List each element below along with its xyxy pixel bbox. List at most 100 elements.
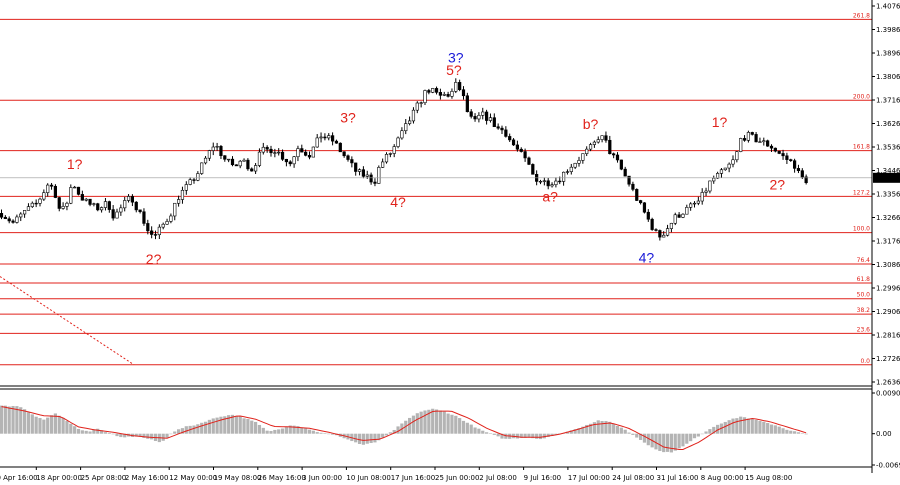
candle-body-3 (11, 220, 15, 223)
macd-histogram-bar-54 (207, 419, 211, 434)
macd-histogram-bar-10 (38, 418, 42, 434)
macd-histogram-bar-56 (215, 417, 219, 434)
macd-histogram-bar-129 (496, 433, 500, 437)
candle-body-87 (334, 140, 339, 144)
candle-body-154 (592, 141, 596, 145)
macd-histogram-bar-209 (804, 433, 808, 435)
price-tick-label-14: 1.2816 (876, 332, 900, 340)
candle-body-91 (350, 159, 354, 164)
fib-level-label-9: 23.6 (857, 326, 871, 333)
candle-body-57 (219, 146, 223, 156)
candle-body-120 (461, 89, 466, 97)
candle-body-17 (65, 202, 69, 207)
price-tick-label-11: 1.3086 (876, 261, 900, 269)
macd-histogram-bar-71 (273, 429, 277, 434)
macd-histogram-bar-59 (227, 415, 231, 434)
time-tick-label-17: 15 Aug 08:00 (745, 474, 792, 482)
macd-histogram-bar-183 (704, 431, 708, 434)
macd-histogram-bar-44 (169, 433, 173, 435)
wave-label-3: 4? (390, 194, 406, 210)
candle-body-73 (280, 151, 285, 160)
macd-histogram-bar-102 (392, 429, 396, 434)
time-tick-label-15: 31 Jul 16:00 (657, 474, 699, 482)
candle-body-16 (61, 206, 65, 209)
time-tick-label-4: 12 May 00:00 (169, 474, 217, 482)
macd-histogram-bar-110 (423, 410, 427, 434)
fibonacci-levels: 261.8 200.0 161.8 127.2 100.0 76.4 61.8 50.0 38.… (0, 12, 872, 366)
candle-body-104 (400, 130, 404, 139)
macd-histogram-bar-112 (431, 408, 435, 434)
candle-body-157 (604, 135, 608, 141)
candle-body-196 (754, 134, 758, 143)
candle-body-50 (192, 179, 196, 181)
macd-histogram-bar-157 (604, 421, 608, 434)
candle-body-170 (654, 229, 658, 231)
candle-body-15 (57, 197, 61, 209)
candle-body-105 (404, 123, 408, 132)
candle-body-94 (361, 169, 366, 177)
macd-histogram-bar-153 (588, 423, 593, 434)
macd-histogram-bar-127 (488, 433, 493, 434)
macd-histogram-bar-137 (527, 433, 531, 438)
macd-histogram-bar-18 (69, 423, 73, 434)
macd-histogram-bar-186 (716, 424, 720, 434)
candle-body-119 (458, 82, 462, 91)
candle-body-79 (304, 151, 308, 156)
macd-histogram-bar-80 (307, 429, 312, 434)
macd-histogram-bar-184 (708, 429, 712, 434)
macd-histogram-bar-138 (531, 433, 535, 439)
candle-body-181 (696, 200, 700, 204)
macd-histogram-bar-97 (373, 433, 377, 443)
candle-body-6 (22, 210, 27, 215)
price-tick-label-10: 1.3176 (876, 238, 900, 246)
macd-histogram-bar-50 (192, 425, 196, 434)
macd-histogram-bar-148 (569, 430, 573, 434)
wave-label-7: a? (542, 189, 558, 205)
candle-body-173 (665, 228, 670, 236)
macd-histogram-bar-122 (469, 424, 473, 434)
macd-histogram-bar-163 (627, 432, 631, 434)
price-tick-label-9: 1.3266 (876, 214, 900, 222)
candle-body-75 (288, 161, 292, 165)
candle-body-187 (719, 169, 724, 174)
macd-histogram-bar-170 (654, 433, 658, 450)
macd-histogram-bar-194 (746, 418, 750, 434)
candle-body-180 (692, 202, 697, 205)
macd-histogram-bar-159 (612, 423, 616, 434)
candle-body-202 (777, 150, 781, 154)
macd-histogram-bar-68 (261, 427, 265, 434)
macd-histogram-bar-171 (658, 433, 662, 451)
candle-body-19 (73, 186, 77, 189)
macd-histogram-bar-83 (319, 432, 323, 434)
macd-histogram-bar-165 (635, 433, 639, 438)
candle-body-134 (515, 144, 519, 150)
macd-histogram-bar-42 (161, 433, 165, 441)
macd-histogram-bar-23 (88, 431, 92, 434)
price-tick-label-6: 1.3536 (876, 144, 900, 152)
price-tick-label-12: 1.2996 (876, 285, 900, 293)
macd-histogram-bar-134 (515, 433, 519, 439)
candle-body-152 (585, 148, 589, 154)
wave-labels: 1?2?3?4?5?3?b?a?4?1?2? (67, 49, 785, 267)
wave-label-8: 4? (639, 250, 655, 266)
macd-histogram-bar-167 (642, 433, 647, 443)
macd-histogram-bar-202 (777, 426, 781, 434)
macd-histogram-bar-197 (758, 420, 762, 434)
candle-body-169 (650, 218, 654, 230)
candle-body-166 (638, 200, 643, 204)
macd-histogram-bar-174 (669, 433, 673, 453)
time-tick-label-6: 26 May 16:00 (258, 474, 306, 482)
macd-histogram-bar-21 (80, 430, 84, 434)
macd-histogram-bar-168 (646, 433, 650, 446)
candle-body-42 (161, 223, 165, 228)
macd-histogram-bar-135 (519, 433, 523, 438)
fib-level-label-5: 76.4 (857, 257, 871, 264)
macd-histogram-bar-65 (250, 420, 254, 434)
candle-body-109 (419, 102, 423, 104)
candle-body-135 (519, 148, 523, 152)
macd-histogram-bar-173 (665, 433, 670, 452)
macd-histogram-bar-164 (631, 433, 635, 435)
candle-body-111 (427, 90, 431, 93)
